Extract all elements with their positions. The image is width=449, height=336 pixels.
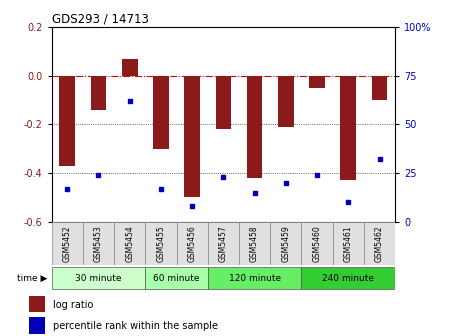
- FancyBboxPatch shape: [114, 222, 145, 265]
- Text: GSM5458: GSM5458: [250, 225, 259, 262]
- Bar: [153, 76, 169, 149]
- Text: GSM5456: GSM5456: [188, 225, 197, 262]
- Text: GSM5461: GSM5461: [344, 225, 353, 262]
- Bar: [59, 76, 75, 166]
- FancyBboxPatch shape: [52, 222, 83, 265]
- FancyBboxPatch shape: [145, 267, 208, 289]
- FancyBboxPatch shape: [301, 267, 395, 289]
- Text: GSM5457: GSM5457: [219, 225, 228, 262]
- Bar: [309, 76, 325, 88]
- Bar: [216, 76, 231, 129]
- FancyBboxPatch shape: [364, 222, 395, 265]
- Bar: [122, 58, 137, 76]
- FancyBboxPatch shape: [301, 222, 333, 265]
- Text: log ratio: log ratio: [53, 300, 94, 310]
- Text: GSM5453: GSM5453: [94, 225, 103, 262]
- Bar: [372, 76, 387, 100]
- Text: 60 minute: 60 minute: [153, 274, 200, 283]
- Text: GSM5454: GSM5454: [125, 225, 134, 262]
- Bar: [91, 76, 106, 110]
- Bar: [29, 318, 45, 334]
- FancyBboxPatch shape: [52, 267, 145, 289]
- Bar: [29, 296, 45, 312]
- Text: GSM5455: GSM5455: [156, 225, 165, 262]
- Text: GDS293 / 14713: GDS293 / 14713: [52, 13, 149, 26]
- Bar: [185, 76, 200, 198]
- FancyBboxPatch shape: [270, 222, 301, 265]
- Bar: [340, 76, 356, 180]
- Text: GSM5462: GSM5462: [375, 225, 384, 262]
- FancyBboxPatch shape: [208, 222, 239, 265]
- Text: GSM5459: GSM5459: [282, 225, 291, 262]
- FancyBboxPatch shape: [208, 267, 301, 289]
- Text: 30 minute: 30 minute: [75, 274, 122, 283]
- FancyBboxPatch shape: [83, 222, 114, 265]
- FancyBboxPatch shape: [239, 222, 270, 265]
- Text: 120 minute: 120 minute: [229, 274, 281, 283]
- Bar: [247, 76, 262, 178]
- Text: 240 minute: 240 minute: [322, 274, 374, 283]
- Text: time ▶: time ▶: [17, 274, 47, 283]
- FancyBboxPatch shape: [333, 222, 364, 265]
- Text: GSM5460: GSM5460: [313, 225, 321, 262]
- Text: GSM5452: GSM5452: [63, 225, 72, 262]
- Text: percentile rank within the sample: percentile rank within the sample: [53, 321, 218, 331]
- FancyBboxPatch shape: [176, 222, 208, 265]
- FancyBboxPatch shape: [145, 222, 176, 265]
- Bar: [278, 76, 294, 127]
